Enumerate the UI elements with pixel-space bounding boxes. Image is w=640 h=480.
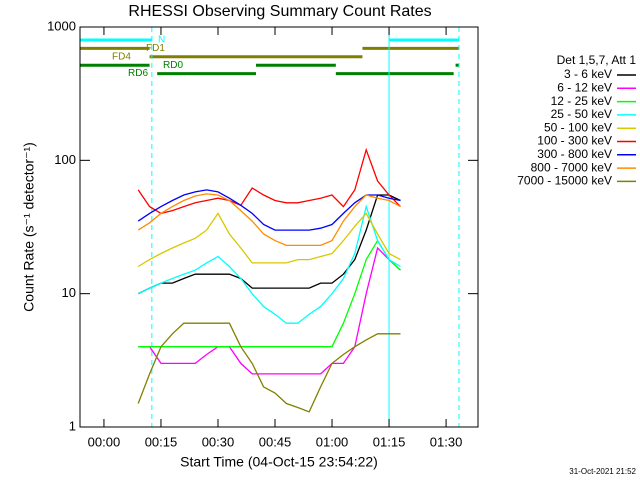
series-line [137, 147, 401, 215]
x-tick-label: 01:30 [430, 434, 463, 449]
y-axis-label: Count Rate (s⁻¹ detector⁻¹) [21, 142, 37, 312]
legend-label: 300 - 800 keV [537, 147, 612, 161]
y-tick-label: 100 [54, 152, 76, 167]
series-line [137, 204, 401, 324]
series-line [137, 212, 401, 268]
y-tick-label: 10 [62, 285, 76, 300]
legend-label: 50 - 100 keV [544, 120, 612, 134]
flag-label: RD0 [163, 60, 183, 71]
series-line [137, 193, 401, 247]
y-tick-label: 1000 [47, 18, 76, 33]
series-line [137, 194, 401, 295]
legend-label: 6 - 12 keV [557, 80, 612, 94]
series-line [138, 239, 401, 348]
x-tick-label: 00:30 [202, 434, 235, 449]
footer: 31-Oct-2021 21:52 [569, 467, 636, 476]
flag-label: RD6 [128, 68, 148, 79]
legend-label: 3 - 6 keV [564, 67, 612, 81]
y-tick-label: 1 [69, 418, 76, 433]
legend-label: 100 - 300 keV [537, 134, 612, 148]
x-axis-label: Start Time (04-Oct-15 23:54:22) [180, 454, 378, 470]
legend-label: 12 - 25 keV [551, 94, 612, 108]
plot-frame [79, 26, 479, 428]
x-tick-label: 01:00 [316, 434, 349, 449]
legend-label: 7000 - 15000 keV [517, 174, 612, 188]
x-tick-label: 00:00 [88, 434, 121, 449]
legend-title: Det 1,5,7, Att 1 [557, 53, 637, 67]
series-line [137, 189, 401, 231]
x-tick-label: 00:45 [259, 434, 292, 449]
flag-label: FD1 [146, 43, 165, 54]
legend-label: 800 - 7000 keV [531, 160, 612, 174]
flag-label: N [158, 35, 165, 46]
legend-label: 25 - 50 keV [551, 107, 612, 121]
x-tick-label: 01:15 [373, 434, 406, 449]
flag-label: FD4 [112, 51, 131, 62]
series-line [137, 322, 401, 413]
series-line [138, 246, 401, 375]
x-tick-label: 00:15 [145, 434, 178, 449]
chart-title: RHESSI Observing Summary Count Rates [128, 3, 431, 20]
